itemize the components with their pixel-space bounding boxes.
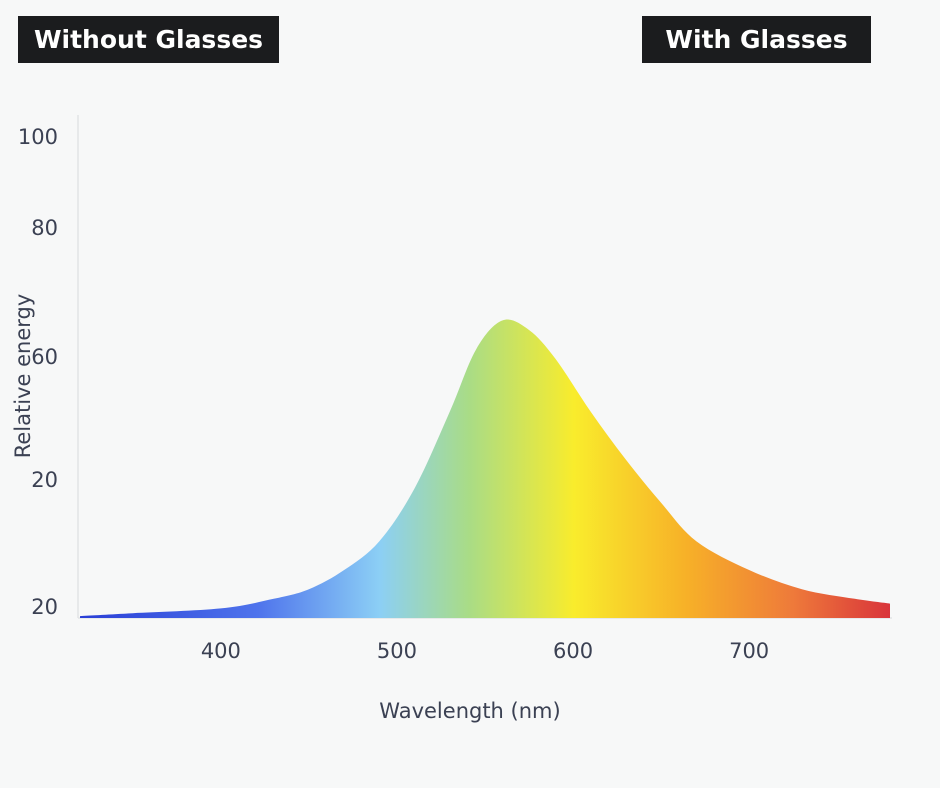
x-tick-label: 600 bbox=[553, 639, 593, 663]
y-tick-label: 60 bbox=[31, 345, 58, 369]
x-tick-label: 500 bbox=[377, 639, 417, 663]
with-glasses-label: With Glasses bbox=[642, 16, 871, 63]
y-tick-label: 20 bbox=[31, 595, 58, 619]
x-axis-title: Wavelength (nm) bbox=[379, 699, 560, 723]
y-tick-label: 100 bbox=[18, 125, 58, 149]
y-tick-label: 80 bbox=[31, 216, 58, 240]
y-tick-label: 20 bbox=[31, 468, 58, 492]
without-glasses-label: Without Glasses bbox=[18, 16, 279, 63]
x-tick-label: 700 bbox=[729, 639, 769, 663]
x-tick-label: 400 bbox=[201, 639, 241, 663]
y-axis-title: Relative energy bbox=[11, 294, 35, 459]
spectrum-area bbox=[80, 319, 890, 618]
